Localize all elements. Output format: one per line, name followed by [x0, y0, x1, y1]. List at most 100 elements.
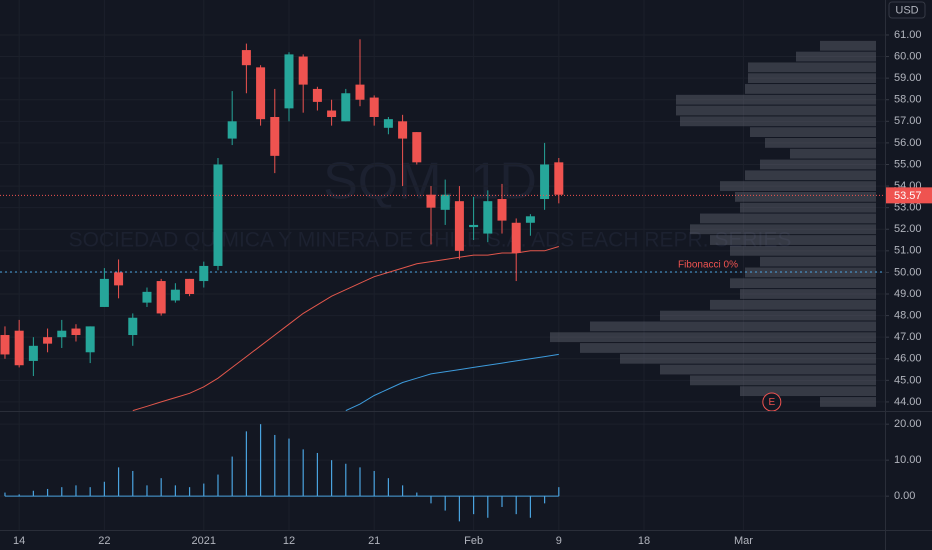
x-tick-label: Feb: [464, 535, 483, 547]
volume-profile-bar: [745, 84, 876, 94]
histogram-bar: [231, 456, 233, 497]
y-tick-label: 60.00: [894, 50, 922, 62]
y-tick-label: 59.00: [894, 72, 922, 84]
histogram-bar: [387, 478, 389, 497]
volume-profile-bar: [720, 181, 876, 191]
histogram-bar: [160, 478, 162, 497]
price-plot: [0, 39, 885, 411]
histogram-bar: [430, 496, 432, 504]
histogram-bar: [132, 470, 134, 497]
histogram-bar: [18, 494, 20, 497]
volume-profile-bar: [710, 299, 876, 310]
histogram-bar: [416, 492, 418, 497]
y-tick-label: 44.00: [894, 396, 922, 408]
candle-body: [28, 345, 38, 361]
x-tick-label: 18: [638, 535, 650, 547]
histogram-bar: [203, 483, 205, 497]
candle-body: [128, 317, 138, 336]
candle-body: [327, 110, 337, 117]
histogram-bar: [146, 485, 148, 497]
candle-body: [398, 121, 408, 139]
y-tick-label: 56.00: [894, 137, 922, 149]
candle-body: [170, 289, 180, 301]
histogram-bar: [501, 496, 503, 507]
histogram-bar: [61, 487, 63, 497]
volume-profile-bar: [676, 94, 876, 105]
histogram-bar: [472, 496, 475, 515]
y-tick-label: 47.00: [894, 331, 922, 343]
y-tick-label: 61.00: [894, 29, 922, 41]
candle-body: [0, 335, 10, 355]
candle-body: [99, 278, 109, 307]
volume-profile-bar: [620, 353, 876, 364]
candle-body: [71, 328, 81, 336]
histogram-bar: [274, 434, 276, 497]
histogram-bar: [217, 474, 219, 497]
x-tick-label: 2021: [192, 535, 216, 547]
candle-body: [497, 199, 507, 221]
x-tick-label: 21: [368, 535, 380, 547]
x-tick-label: 22: [98, 535, 110, 547]
volume-profile-bar: [748, 73, 876, 84]
histogram-bar: [444, 496, 446, 511]
histogram-bar: [259, 424, 262, 497]
volume-profile-bar: [760, 256, 876, 267]
candle-body: [142, 291, 152, 303]
x-tick-label: Mar: [734, 535, 753, 547]
histogram-bar: [75, 485, 77, 497]
y-tick-label: 58.00: [894, 94, 922, 106]
candle-body: [227, 121, 237, 139]
candle-body: [355, 84, 365, 100]
candle-body: [469, 224, 479, 228]
candle-body: [199, 265, 209, 282]
volume-profile-bar: [748, 62, 876, 73]
last-price-box: [885, 187, 932, 204]
candle-body: [298, 56, 308, 85]
volume-profile-bar: [730, 278, 876, 289]
candle-body: [554, 162, 564, 195]
candle-body: [284, 54, 294, 109]
y-tick-label: 50.00: [894, 266, 922, 278]
volume-profile-bar: [796, 51, 876, 62]
volume-profile-bar: [745, 170, 876, 181]
histogram-bar: [288, 438, 290, 497]
candle-body: [185, 278, 195, 295]
candle-body: [270, 116, 280, 156]
earnings-label: E: [768, 397, 775, 408]
histogram-bar: [359, 467, 361, 497]
volume-profile-bar: [760, 159, 876, 170]
volume-profile-bar: [660, 364, 876, 375]
histogram-bar: [174, 485, 176, 497]
candle-body: [312, 88, 322, 102]
histogram-bar: [316, 452, 318, 497]
volume-profile-bar: [735, 191, 876, 202]
volume-profile-bar: [710, 235, 876, 245]
candle-body: [426, 194, 436, 208]
volume-profile-bar: [790, 148, 876, 159]
candle-body: [341, 93, 351, 122]
volume-profile-bar: [820, 40, 876, 51]
candle-body: [57, 330, 67, 338]
candle-body: [369, 97, 379, 117]
candle-body: [156, 281, 166, 314]
volume-profile-bar: [660, 310, 876, 321]
histogram-bar: [345, 463, 347, 497]
last-price-label: 53.57: [894, 190, 922, 202]
currency-box[interactable]: [888, 1, 926, 19]
volume-profile-bar: [676, 105, 876, 116]
histogram-bar: [4, 492, 6, 497]
candle-body: [412, 132, 422, 163]
y-tick-label: 0.00: [894, 490, 915, 502]
currency: USD: [895, 4, 918, 16]
moving-average: [345, 353, 559, 411]
histogram-bar: [89, 487, 91, 497]
moving-average: [132, 246, 559, 411]
histogram-bar: [103, 481, 105, 497]
fibonacci-label: Fibonacci 0%: [678, 260, 738, 271]
volume-profile-bar: [740, 202, 876, 213]
candle-body: [213, 164, 223, 266]
y-tick-label: 49.00: [894, 288, 922, 300]
histogram-bar: [330, 460, 333, 497]
y-tick-label: 52.00: [894, 223, 922, 235]
